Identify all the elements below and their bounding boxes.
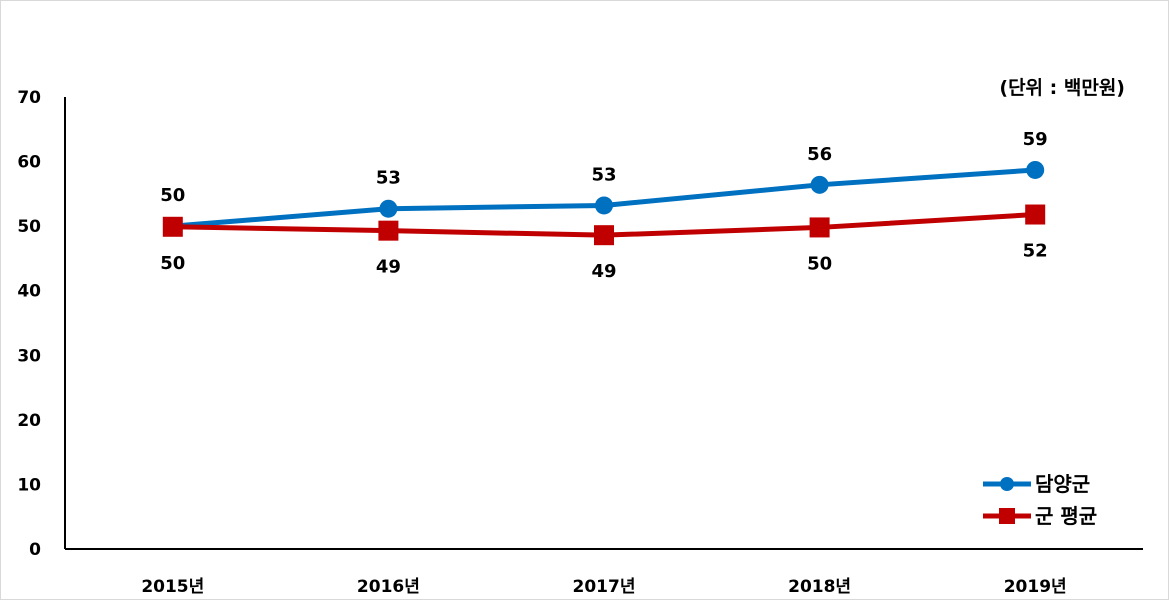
series-layer: 50 53 53 56 59 50 49 49 50 52 <box>160 129 1047 282</box>
data-point-square <box>162 216 183 237</box>
data-point-circle <box>379 199 398 218</box>
data-label: 49 <box>376 257 401 278</box>
data-label: 53 <box>591 164 616 185</box>
data-label: 50 <box>807 253 832 274</box>
data-point-square <box>1025 204 1046 225</box>
y-tick-label: 20 <box>17 411 41 431</box>
y-tick-label: 10 <box>17 475 41 495</box>
data-point-square <box>809 217 830 238</box>
x-tick-label: 2019년 <box>1004 577 1067 597</box>
data-label: 56 <box>807 144 832 165</box>
data-point-circle <box>1026 160 1045 179</box>
legend-item: 담양군 <box>983 472 1090 496</box>
y-tick-label: 30 <box>17 346 41 366</box>
legend-label: 군 평균 <box>1035 504 1097 528</box>
series-2: 50 49 49 50 52 <box>160 204 1048 282</box>
series-1: 50 53 53 56 59 <box>160 129 1048 236</box>
data-label: 59 <box>1023 129 1048 150</box>
y-tick-label: 0 <box>29 540 41 560</box>
data-label: 52 <box>1023 241 1048 262</box>
data-point-square <box>594 225 614 246</box>
data-label: 50 <box>160 185 185 206</box>
data-point-circle <box>810 175 829 194</box>
legend-marker-circle <box>1000 477 1014 491</box>
y-tick-label: 50 <box>17 217 41 237</box>
legend-label: 담양군 <box>1035 472 1090 496</box>
y-tick-label: 70 <box>17 88 41 108</box>
y-tick-label: 40 <box>17 282 41 302</box>
legend-marker-square <box>999 508 1015 524</box>
legend-item: 군 평균 <box>983 504 1097 528</box>
y-tick-label: 60 <box>17 153 41 173</box>
unit-label: (단위 : 백만원) <box>999 77 1125 99</box>
axes: 0 10 20 30 40 50 60 70 2015년 2016년 2017년 2018년 2019년 <box>17 88 1143 597</box>
data-label: 49 <box>591 261 616 282</box>
x-tick-label: 2017년 <box>573 577 636 597</box>
data-point-circle <box>595 196 613 215</box>
x-tick-label: 2015년 <box>141 577 204 597</box>
data-point-square <box>378 220 399 241</box>
data-label: 53 <box>376 168 401 189</box>
data-label: 50 <box>160 253 185 274</box>
x-tick-label: 2016년 <box>357 577 420 597</box>
x-tick-label: 2018년 <box>788 577 851 597</box>
